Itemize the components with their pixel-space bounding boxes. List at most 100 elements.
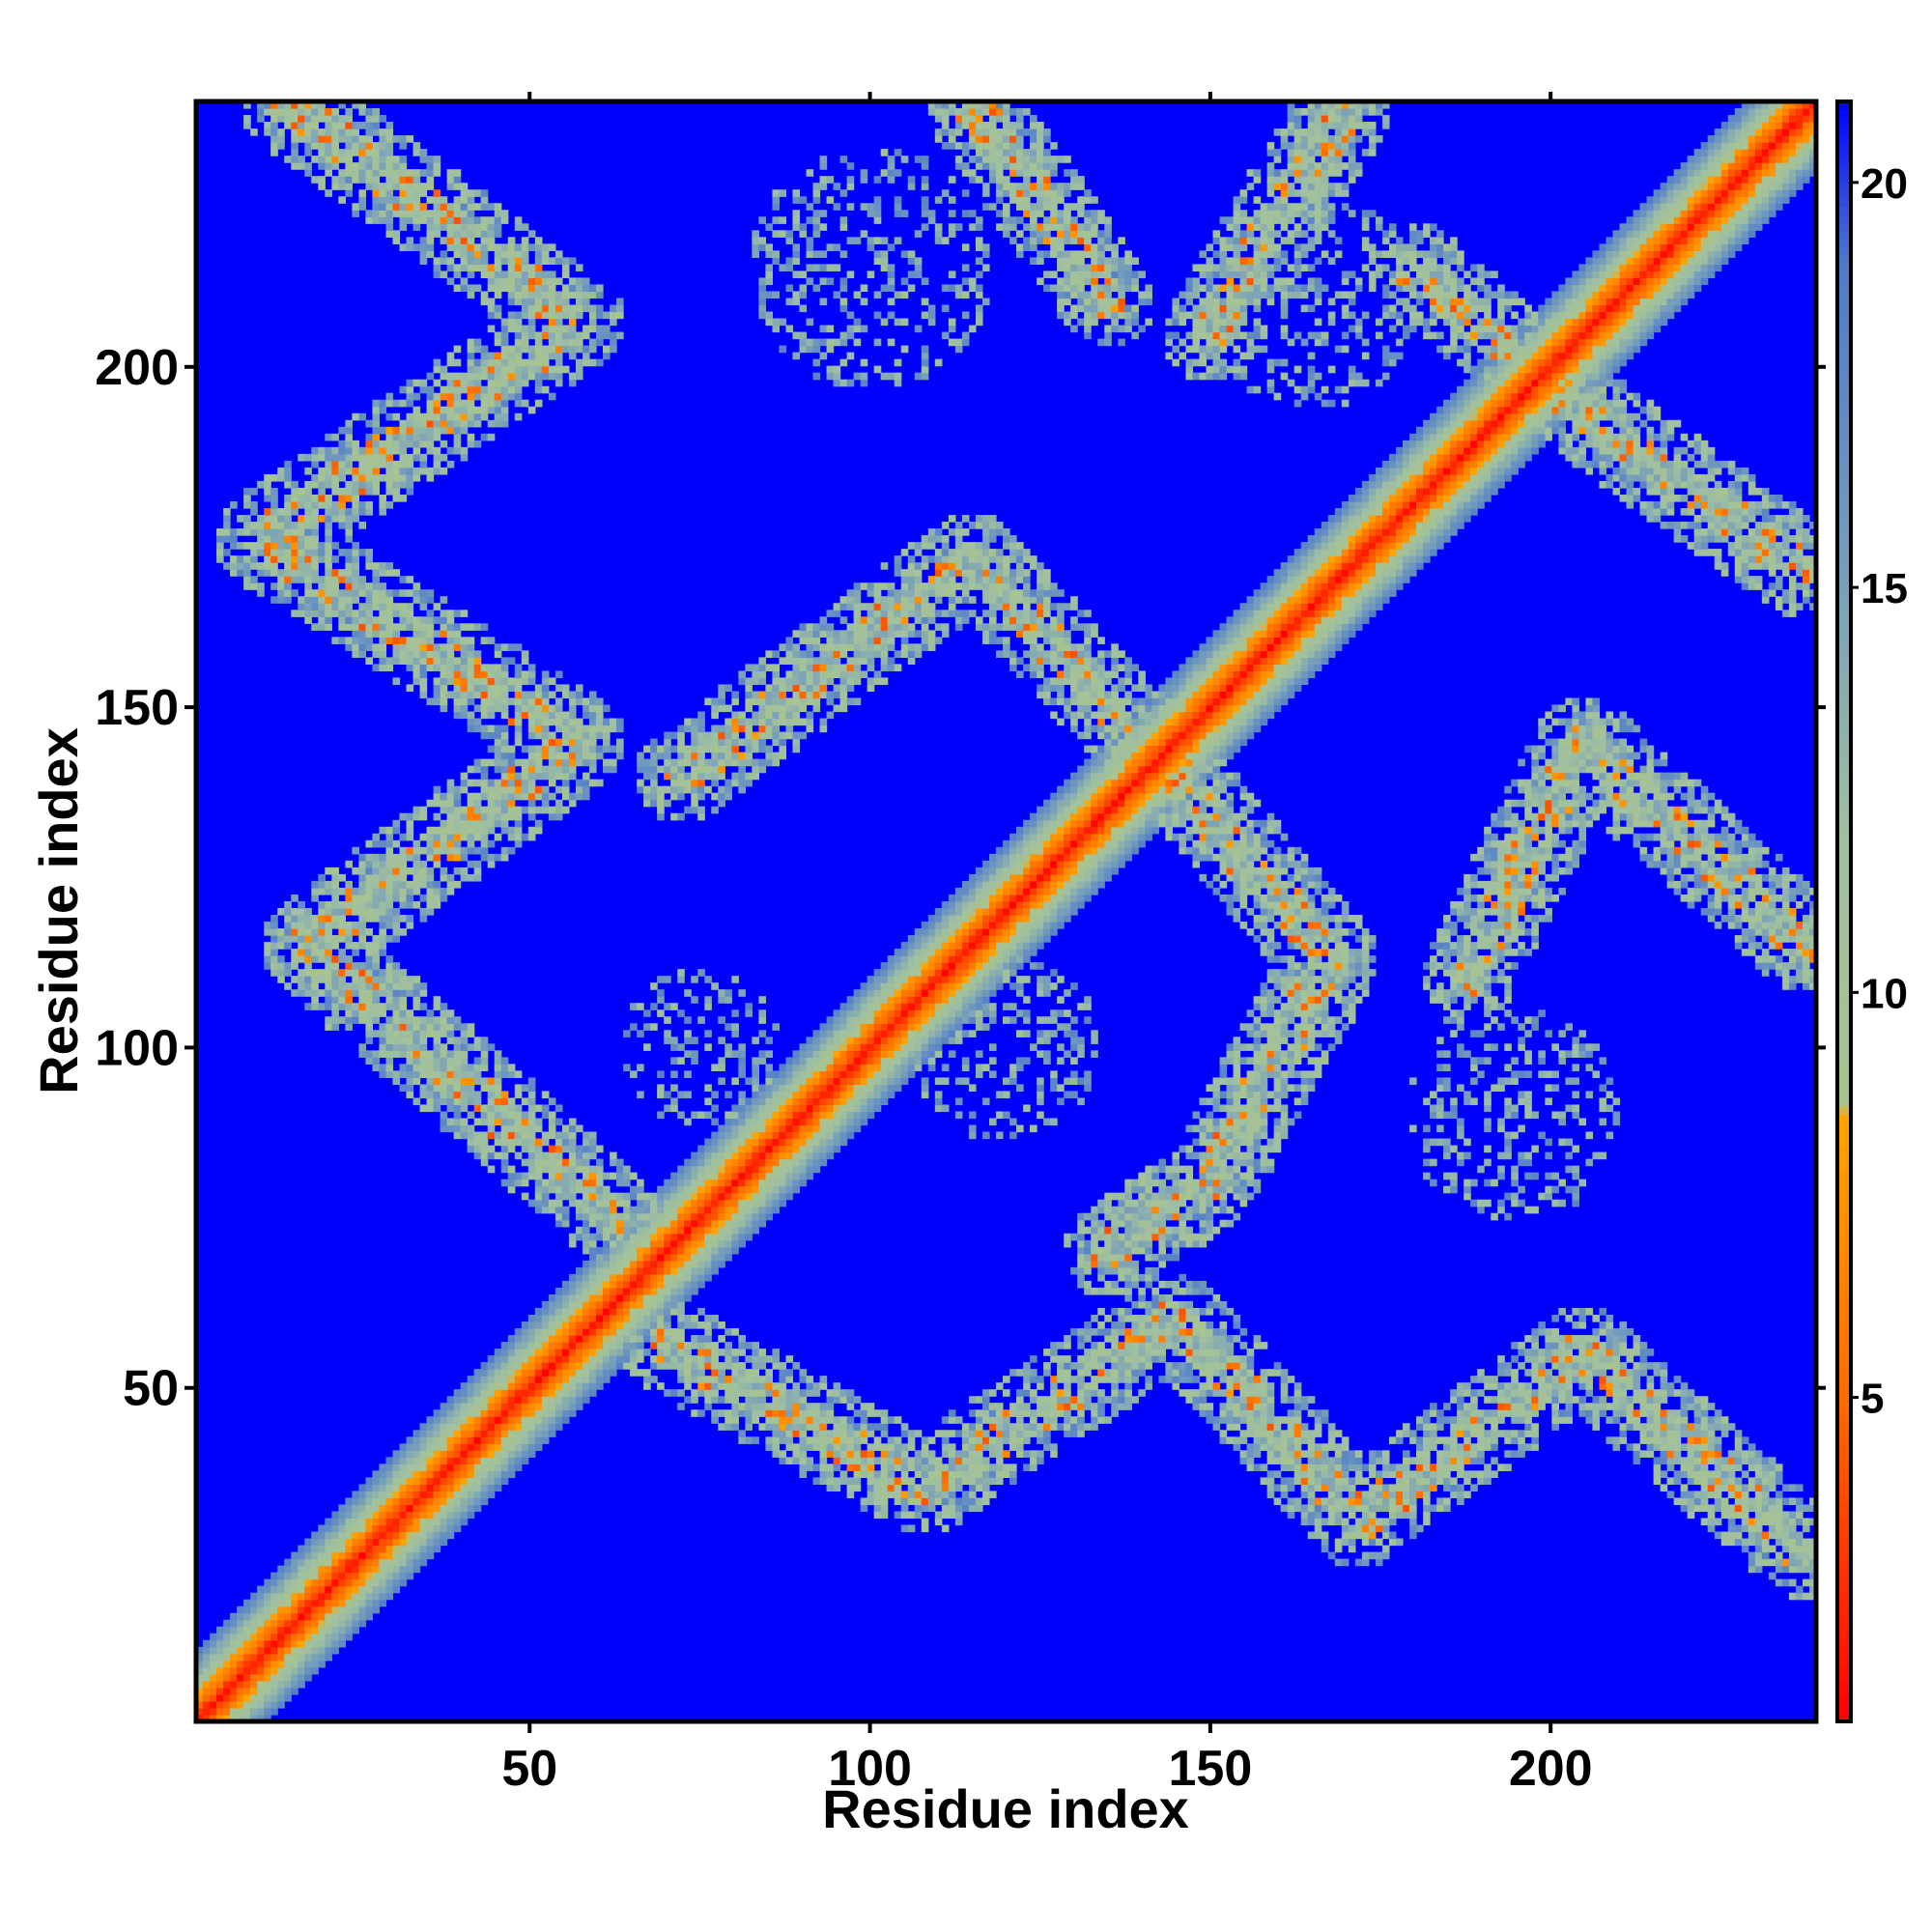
heatmap-cell [610, 1273, 617, 1282]
heatmap-cell [406, 1531, 414, 1540]
heatmap-cell [630, 1280, 638, 1289]
heatmap-cell [711, 1158, 719, 1167]
heatmap-cell [610, 1212, 617, 1221]
heatmap-cell [534, 1389, 543, 1397]
heatmap-cell [426, 183, 435, 190]
heatmap-cell [500, 799, 509, 808]
heatmap-cell [467, 284, 475, 293]
heatmap-cell [582, 785, 590, 794]
heatmap-cell [514, 1084, 523, 1093]
heatmap-cell [588, 1239, 597, 1248]
heatmap-cell [670, 765, 678, 774]
heatmap-cell [406, 1511, 414, 1520]
heatmap-cell [718, 1172, 725, 1180]
heatmap-cell [514, 345, 523, 354]
heatmap-cell [697, 1016, 705, 1024]
heatmap-cell [385, 1477, 394, 1486]
heatmap-cell [318, 1558, 326, 1567]
heatmap-cell [494, 765, 502, 774]
heatmap-cell [412, 1457, 421, 1464]
heatmap-cell [548, 243, 556, 251]
heatmap-cell [554, 372, 563, 381]
heatmap-cell [548, 298, 556, 306]
heatmap-cell [616, 1315, 624, 1322]
heatmap-cell [365, 555, 374, 563]
heatmap-cell [352, 1016, 359, 1024]
heatmap-cell [718, 1212, 725, 1221]
heatmap-cell [554, 1349, 563, 1356]
heatmap-cell [419, 1484, 428, 1492]
heatmap-cell [534, 806, 543, 814]
heatmap-cell [548, 331, 556, 340]
heatmap-cell [527, 365, 536, 374]
heatmap-cell [365, 915, 374, 923]
heatmap-cell [304, 162, 312, 170]
heatmap-cell [554, 758, 563, 767]
heatmap-cell [514, 243, 523, 251]
heatmap-cell [623, 1300, 631, 1309]
heatmap-cell [419, 1450, 428, 1458]
heatmap-cell [473, 338, 482, 347]
heatmap-cell [670, 1219, 678, 1228]
heatmap-cell [399, 1477, 408, 1486]
heatmap-cell [379, 1491, 387, 1499]
heatmap-cell [358, 637, 367, 644]
heatmap-cell [568, 691, 577, 699]
heatmap-cell [494, 724, 502, 733]
heatmap-cell [406, 1491, 414, 1499]
heatmap-cell [473, 1396, 482, 1404]
heatmap-cell [453, 399, 462, 408]
heatmap-cell [603, 765, 611, 774]
heatmap-cell [379, 142, 387, 150]
heatmap-cell [358, 1572, 367, 1580]
heatmap-cell [582, 1158, 590, 1167]
heatmap-cell [419, 1084, 428, 1093]
heatmap-cell [718, 1369, 725, 1377]
heatmap-cell [575, 358, 583, 367]
heatmap-cell [331, 996, 339, 1004]
heatmap-cell [664, 1293, 671, 1302]
heatmap-cell [365, 982, 374, 990]
heatmap-cell [277, 1653, 285, 1662]
heatmap-cell [433, 1497, 441, 1506]
heatmap-cell [534, 684, 543, 693]
heatmap-cell [588, 1300, 597, 1309]
heatmap-cell [325, 549, 332, 556]
heatmap-cell [724, 785, 732, 794]
heatmap-cell [230, 535, 238, 543]
heatmap-cell [473, 1376, 482, 1383]
heatmap-cell [507, 352, 516, 360]
heatmap-cell [568, 1315, 577, 1322]
heatmap-cell [588, 304, 597, 313]
heatmap-cell [575, 1328, 583, 1336]
heatmap-cell [582, 1219, 590, 1228]
heatmap-cell [318, 969, 326, 977]
heatmap-cell [406, 1064, 414, 1071]
heatmap-cell [603, 1307, 611, 1316]
heatmap-cell [650, 1212, 658, 1221]
heatmap-cell [243, 1666, 251, 1675]
heatmap-cell [500, 1145, 509, 1153]
heatmap-cell [473, 1497, 482, 1506]
heatmap-cell [731, 1118, 739, 1126]
heatmap-cell [521, 1369, 529, 1377]
heatmap-cell [480, 1376, 489, 1383]
heatmap-cell [582, 298, 590, 306]
heatmap-cell [325, 142, 332, 150]
heatmap-cell [561, 365, 570, 374]
heatmap-cell [650, 982, 658, 990]
heatmap-cell [575, 1165, 583, 1174]
heatmap-cell [521, 1124, 529, 1133]
heatmap-cell [494, 1450, 502, 1458]
heatmap-cell [365, 610, 374, 617]
heatmap-cell [494, 785, 502, 794]
heatmap-cell [697, 772, 705, 781]
heatmap-cell [372, 915, 381, 923]
heatmap-cell [318, 922, 326, 929]
heatmap-cell [623, 1064, 631, 1071]
heatmap-cell [575, 372, 583, 381]
heatmap-cell [331, 922, 339, 929]
heatmap-cell [677, 1403, 685, 1410]
heatmap-cell [460, 183, 469, 190]
heatmap-cell [345, 122, 353, 129]
